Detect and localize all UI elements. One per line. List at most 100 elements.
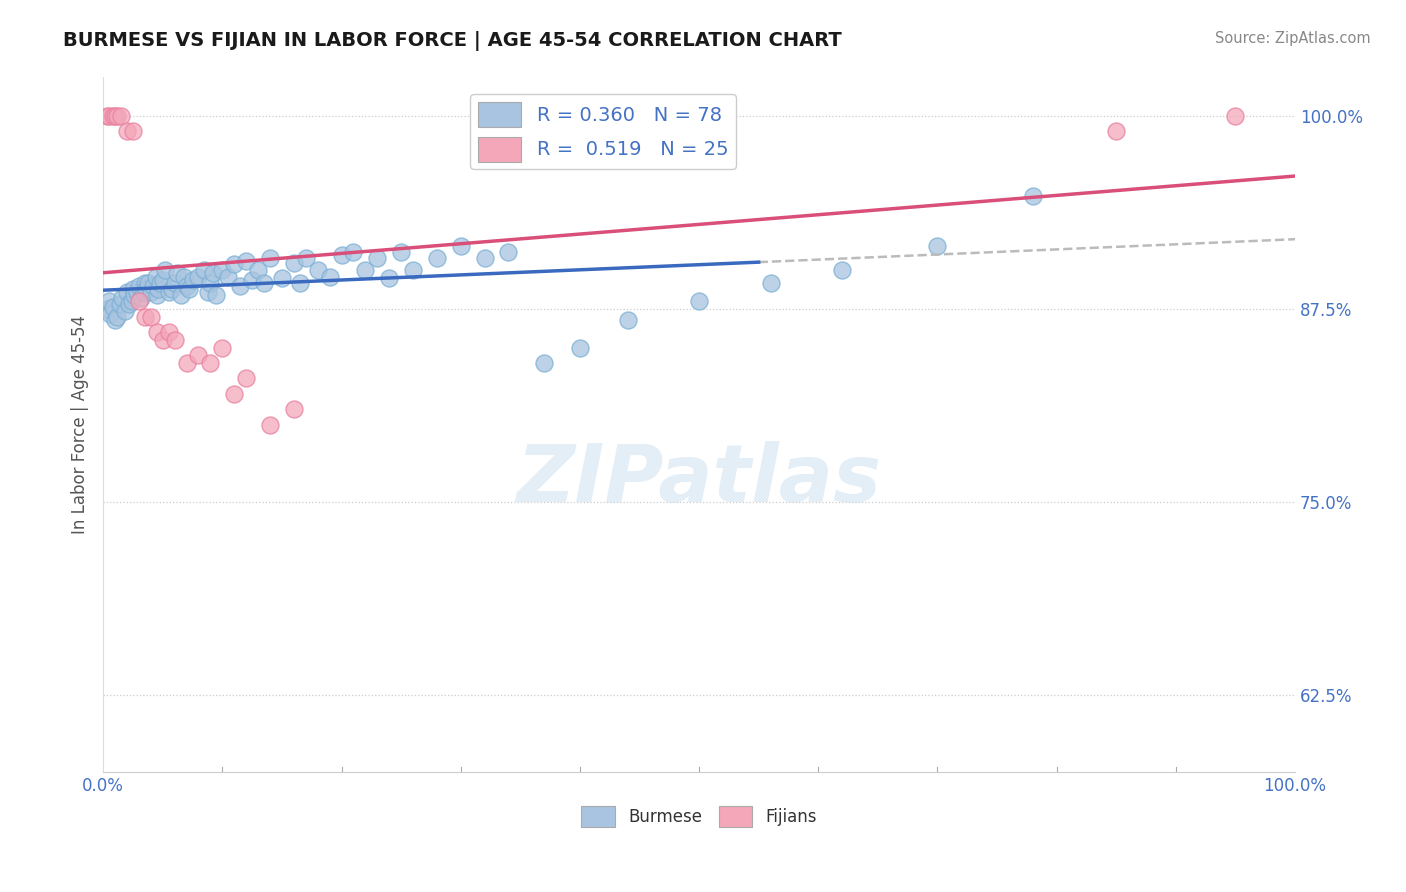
Point (378, 271, 401, 285)
Point (283, 255, 305, 269)
Point (125, 285, 148, 299)
Point (247, 263, 270, 277)
Point (139, 310, 162, 324)
Point (111, 291, 134, 305)
Point (240, 273, 263, 287)
Point (354, 263, 377, 277)
Point (149, 276, 172, 290)
Point (426, 251, 449, 265)
Point (118, 297, 141, 311)
Point (107, 109, 129, 123)
Point (138, 276, 160, 290)
Point (132, 285, 155, 299)
Point (259, 251, 281, 265)
Point (134, 310, 156, 324)
Point (128, 294, 150, 309)
Point (177, 282, 200, 296)
Point (271, 271, 294, 285)
Point (927, 238, 949, 252)
Point (187, 348, 209, 362)
Point (307, 263, 329, 277)
Point (342, 244, 364, 259)
Point (193, 263, 215, 277)
Point (389, 244, 412, 259)
Point (498, 244, 520, 259)
Point (181, 273, 204, 287)
Point (110, 109, 132, 123)
Point (157, 325, 180, 339)
Point (235, 254, 257, 268)
Point (1022, 189, 1045, 203)
Point (163, 276, 186, 290)
Point (101, 109, 124, 123)
Text: BURMESE VS FIJIAN IN LABOR FORCE | AGE 45-54 CORRELATION CHART: BURMESE VS FIJIAN IN LABOR FORCE | AGE 4… (63, 31, 842, 51)
Point (96, 301, 118, 316)
Point (450, 238, 472, 252)
Point (568, 341, 591, 355)
Point (98, 307, 121, 321)
Point (200, 276, 222, 290)
Y-axis label: In Labor Force | Age 45-54: In Labor Force | Age 45-54 (72, 315, 89, 534)
Point (122, 124, 145, 138)
Text: ZIPatlas: ZIPatlas (516, 442, 882, 519)
Point (129, 291, 152, 305)
Point (217, 269, 239, 284)
Point (108, 297, 131, 311)
Point (98, 294, 121, 309)
Point (128, 278, 150, 293)
Point (474, 251, 496, 265)
Legend: Burmese, Fijians: Burmese, Fijians (575, 799, 824, 833)
Point (173, 269, 195, 284)
Point (157, 285, 180, 299)
Point (135, 282, 157, 296)
Point (152, 273, 174, 287)
Point (145, 288, 167, 302)
Point (1225, 109, 1247, 123)
Point (224, 257, 246, 271)
Point (688, 294, 710, 309)
Point (122, 282, 145, 296)
Point (187, 269, 209, 284)
Point (616, 312, 638, 326)
Point (142, 278, 165, 293)
Point (330, 248, 353, 262)
Point (205, 288, 228, 302)
Point (318, 269, 340, 284)
Point (366, 251, 388, 265)
Point (139, 285, 162, 299)
Point (283, 402, 305, 417)
Point (402, 263, 425, 277)
Point (201, 267, 224, 281)
Point (831, 263, 853, 277)
Point (146, 282, 169, 296)
Point (229, 278, 252, 293)
Point (224, 387, 246, 401)
Point (121, 294, 143, 309)
Point (101, 301, 124, 315)
Point (533, 356, 555, 370)
Point (115, 285, 138, 299)
Point (259, 417, 281, 432)
Point (169, 288, 191, 302)
Point (163, 333, 186, 347)
Point (200, 356, 222, 370)
Point (176, 356, 198, 370)
Point (166, 267, 188, 281)
Point (1105, 124, 1128, 138)
Point (176, 278, 198, 293)
Point (152, 333, 174, 347)
Point (211, 263, 233, 277)
Point (145, 325, 167, 339)
Point (115, 124, 138, 138)
Point (122, 288, 145, 302)
Point (145, 269, 167, 284)
Point (253, 276, 276, 290)
Point (211, 341, 233, 355)
Point (235, 371, 257, 385)
Point (294, 251, 316, 265)
Point (288, 276, 311, 290)
Point (104, 109, 127, 123)
Point (98, 109, 121, 123)
Text: Source: ZipAtlas.com: Source: ZipAtlas.com (1215, 31, 1371, 46)
Point (107, 310, 129, 324)
